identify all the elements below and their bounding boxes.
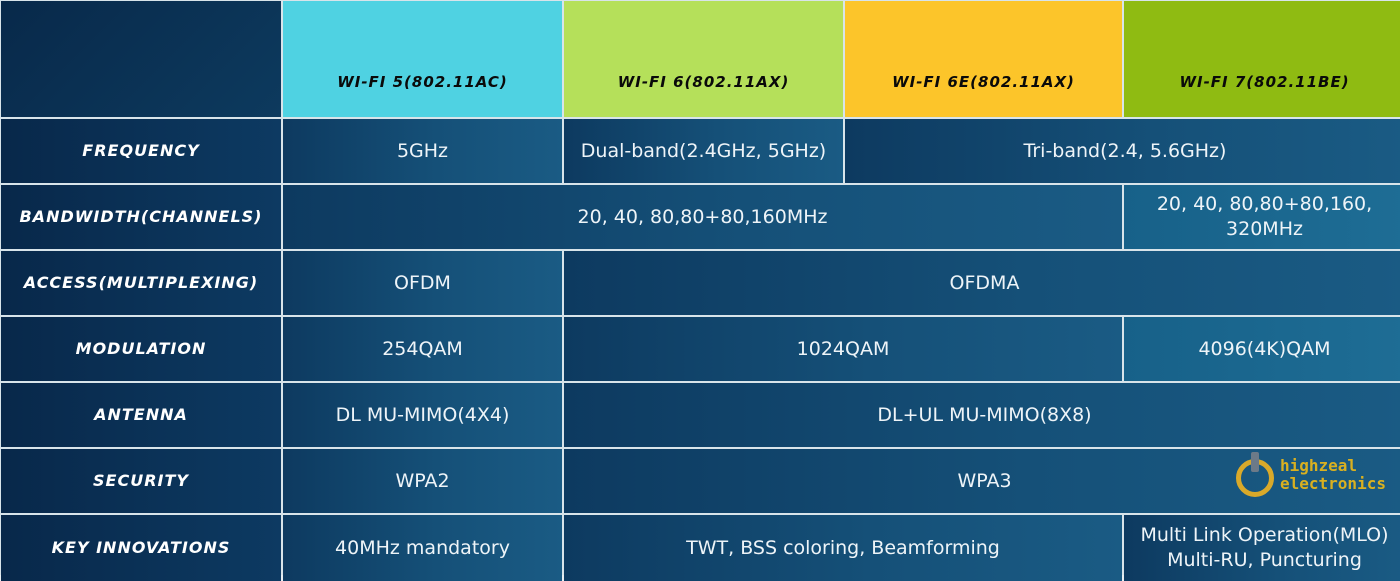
header-corner — [1, 1, 281, 117]
cell-modulation-wifi6-6e: 1024QAM — [564, 317, 1122, 381]
header-wifi6e: Wi-Fi 6E(802.11ax) — [845, 1, 1122, 117]
cell-frequency-wifi5: 5GHz — [283, 119, 562, 183]
cell-frequency-wifi6: Dual-band(2.4GHz, 5GHz) — [564, 119, 843, 183]
row-label-antenna: Antenna — [1, 383, 281, 447]
row-label-access: Access(Multiplexing) — [1, 251, 281, 315]
row-label-key-innovations: Key Innovations — [1, 515, 281, 581]
cell-modulation-wifi7: 4096(4K)QAM — [1124, 317, 1400, 381]
cell-bandwidth-wifi5-6e: 20, 40, 80,80+80,160MHz — [283, 185, 1122, 249]
cell-bandwidth-wifi7: 20, 40, 80,80+80,160, 320MHz — [1124, 185, 1400, 249]
cell-innovations-wifi6-6e: TWT, BSS coloring, Beamforming — [564, 515, 1122, 581]
row-label-bandwidth: Bandwidth(Channels) — [1, 185, 281, 249]
cell-modulation-wifi5: 254QAM — [283, 317, 562, 381]
cell-security-wifi6-7: WPA3 — [564, 449, 1400, 513]
cell-antenna-wifi5: DL MU-MIMO(4X4) — [283, 383, 562, 447]
cell-antenna-wifi6-7: DL+UL MU-MIMO(8X8) — [564, 383, 1400, 447]
cell-frequency-wifi6e-7: Tri-band(2.4, 5.6GHz) — [845, 119, 1400, 183]
cell-access-wifi5: OFDM — [283, 251, 562, 315]
row-label-frequency: Frequency — [1, 119, 281, 183]
cell-innovations-wifi5: 40MHz mandatory — [283, 515, 562, 581]
header-wifi5: Wi-Fi 5(802.11ac) — [283, 1, 562, 117]
cell-security-wifi5: WPA2 — [283, 449, 562, 513]
cell-access-wifi6-7: OFDMA — [564, 251, 1400, 315]
row-label-modulation: Modulation — [1, 317, 281, 381]
cell-innovations-wifi7: Multi Link Operation(MLO) Multi-RU, Punc… — [1124, 515, 1400, 581]
row-label-security: Security — [1, 449, 281, 513]
header-wifi6: Wi-Fi 6(802.11ax) — [564, 1, 843, 117]
header-wifi7: Wi-Fi 7(802.11be) — [1124, 1, 1400, 117]
